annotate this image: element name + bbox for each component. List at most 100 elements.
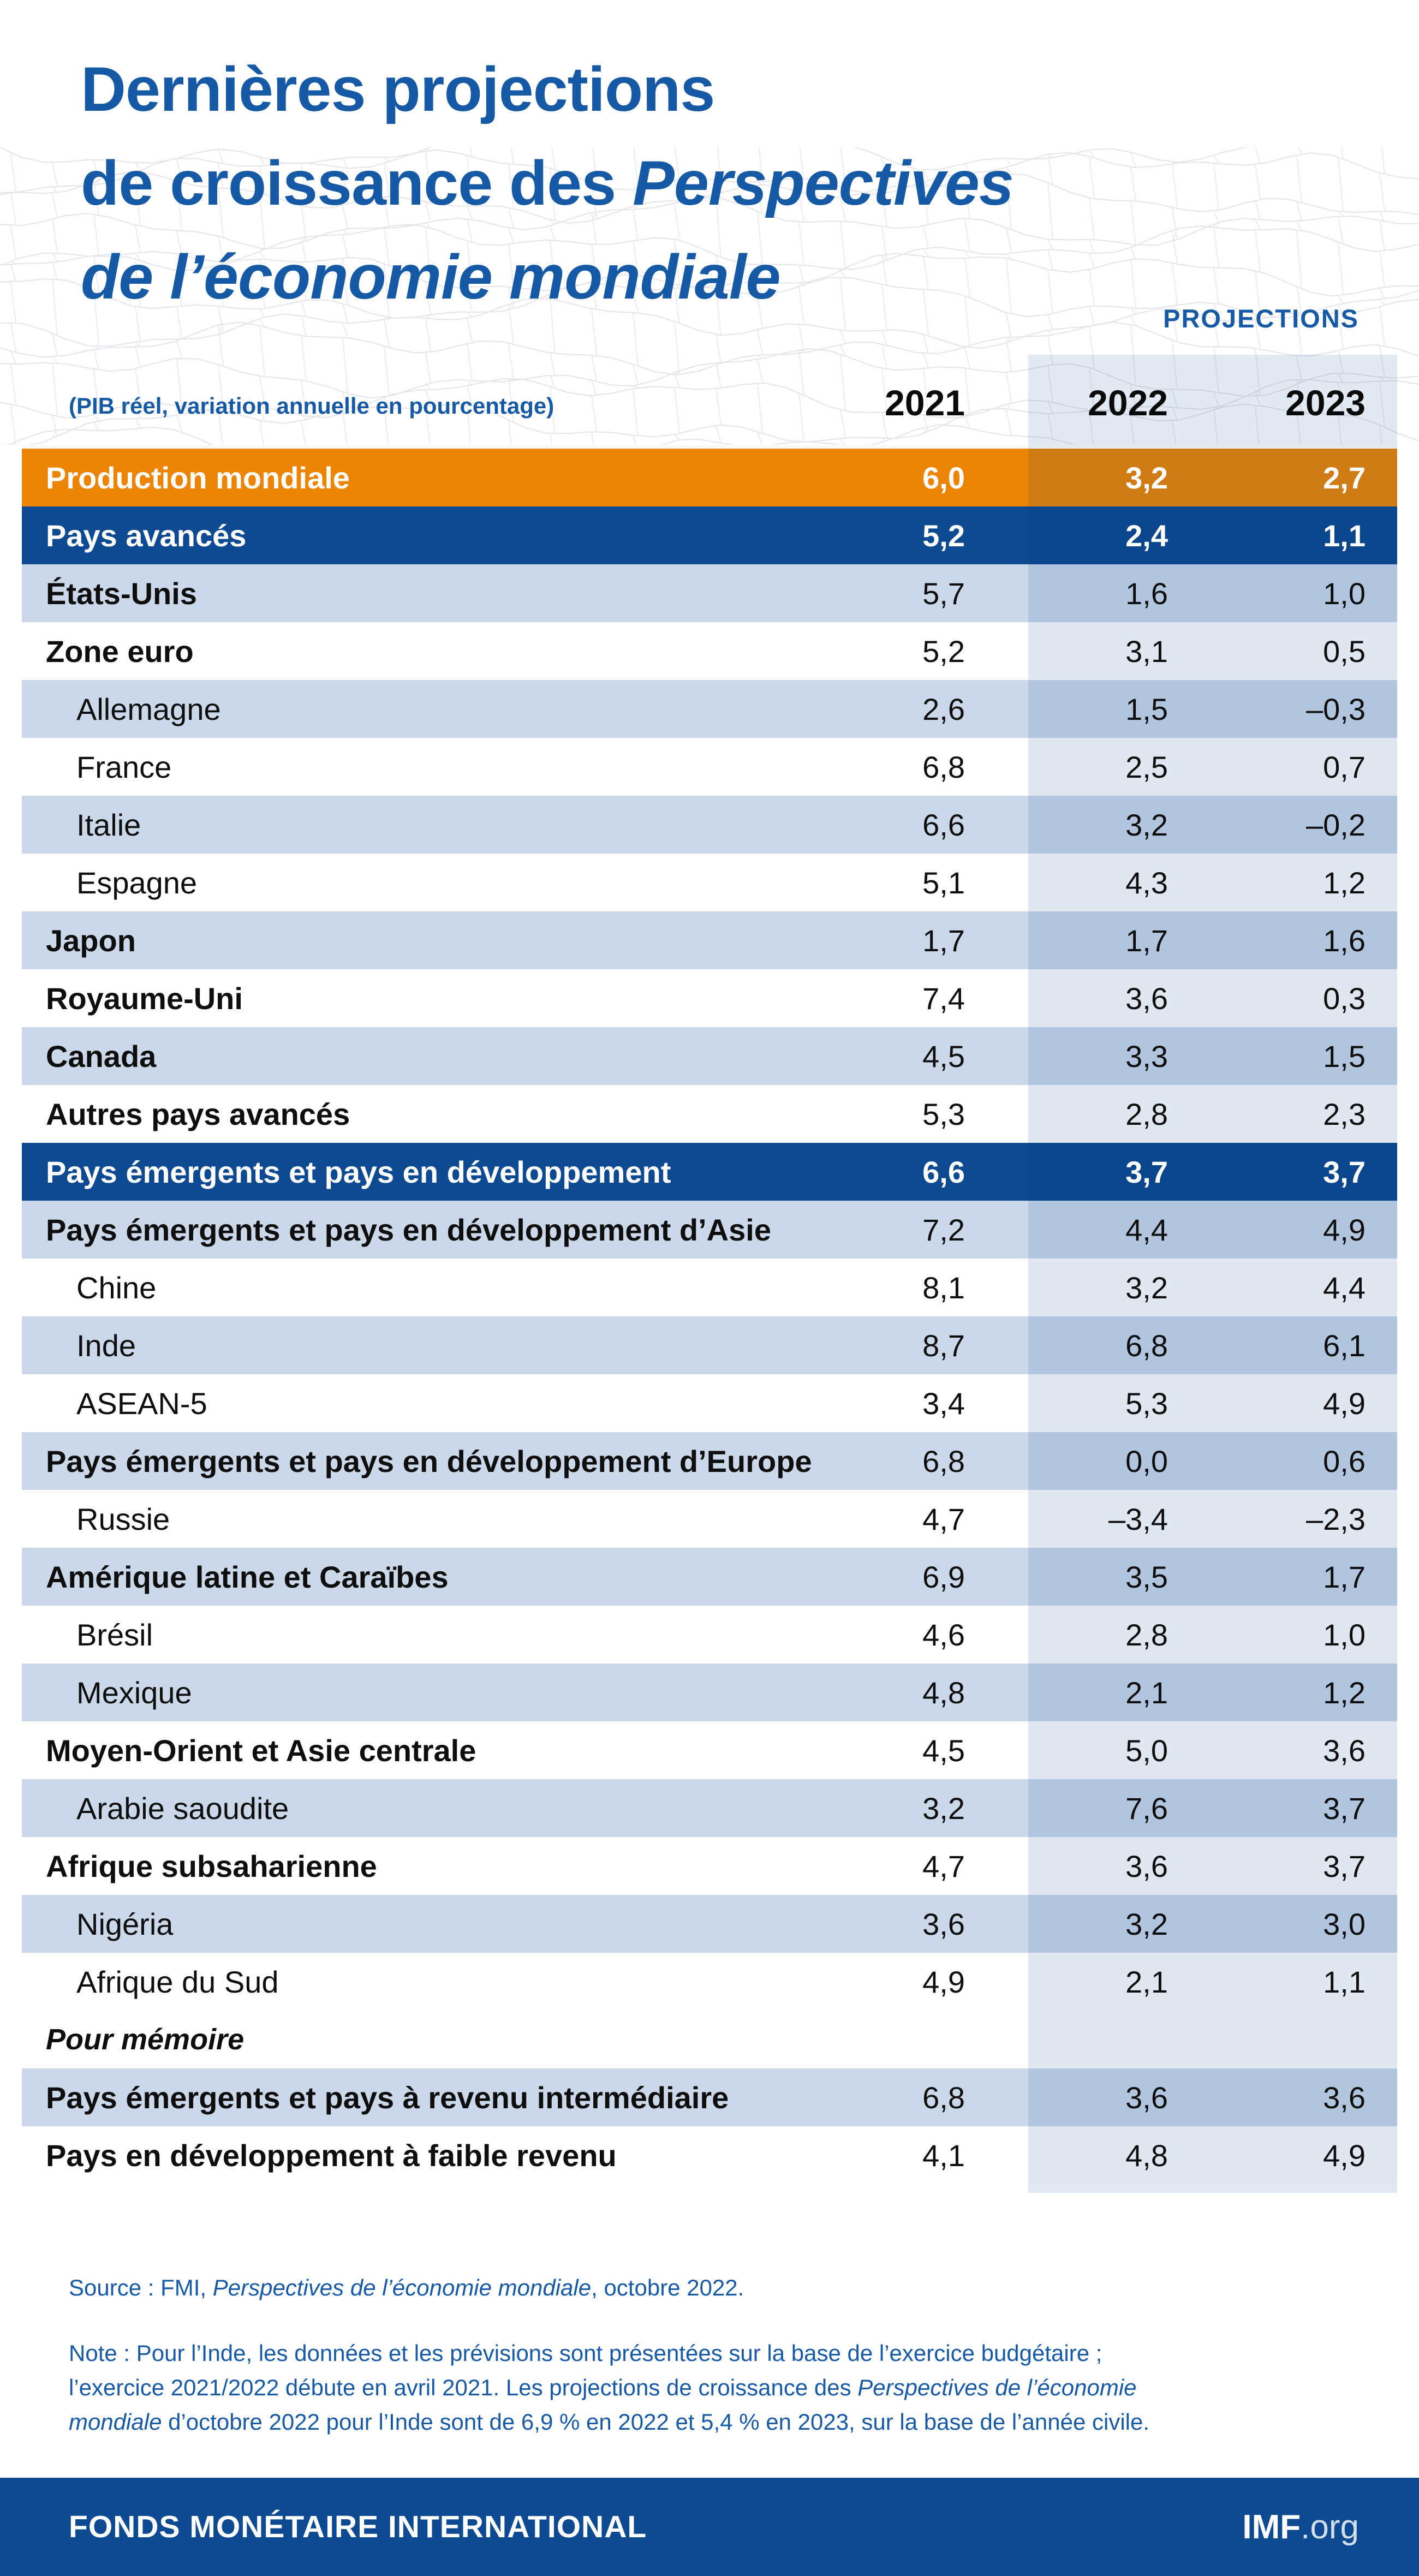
- row-value-2023: 0,3: [1168, 969, 1397, 1027]
- row-value-2021: 4,5: [922, 1733, 965, 1768]
- row-value-2023: –0,2: [1168, 796, 1397, 854]
- row-label: Moyen-Orient et Asie centrale: [46, 1733, 476, 1768]
- row-label: Production mondiale: [46, 460, 350, 495]
- table-row: Moyen-Orient et Asie centrale 4,5 5,0 3,…: [22, 1721, 1397, 1779]
- row-value-2022: 3,2: [1028, 796, 1168, 854]
- table-row: Inde 8,7 6,8 6,1: [22, 1316, 1397, 1374]
- row-value-2021: 8,7: [922, 1328, 965, 1363]
- row-value-2021: 6,6: [922, 807, 965, 842]
- growth-projections-table: Production mondiale 6,0 3,2 2,7 Pays ava…: [22, 449, 1397, 2184]
- table-row: Royaume-Uni 7,4 3,6 0,3: [22, 969, 1397, 1027]
- table-row: Pays émergents et pays en développement …: [22, 1432, 1397, 1490]
- table-row: Pays en développement à faible revenu 4,…: [22, 2126, 1397, 2184]
- table-row: Pour mémoire: [22, 2011, 1397, 2068]
- table-row: Zone euro 5,2 3,1 0,5: [22, 622, 1397, 680]
- row-value-2023: 1,1: [1168, 506, 1397, 564]
- page-title: Dernières projections de croissance des …: [81, 43, 1014, 324]
- row-value-2023: 0,5: [1168, 622, 1397, 680]
- row-value-2023: 0,6: [1168, 1432, 1397, 1490]
- row-value-2023: –0,3: [1168, 680, 1397, 738]
- table-row: Pays émergents et pays à revenu interméd…: [22, 2068, 1397, 2126]
- row-label: Pays émergents et pays en développement …: [46, 1212, 771, 1247]
- table-row: Afrique du Sud 4,9 2,1 1,1: [22, 1953, 1397, 2011]
- row-value-2022: 3,2: [1028, 449, 1168, 506]
- table-row: Mexique 4,8 2,1 1,2: [22, 1663, 1397, 1721]
- row-value-2021: 5,2: [922, 634, 965, 669]
- row-value-2023: 0,7: [1168, 738, 1397, 796]
- row-value-2021: 2,6: [922, 691, 965, 726]
- row-label: Afrique subsaharienne: [46, 1848, 377, 1883]
- row-label: Chine: [76, 1270, 157, 1305]
- source-text: Source : FMI, Perspectives de l’économie…: [69, 2275, 744, 2300]
- row-value-2022: 2,1: [1028, 1953, 1168, 2011]
- note-line-1: Note : Pour l’Inde, les données et les p…: [69, 2340, 1102, 2366]
- note-line-2: l’exercice 2021/2022 débute en avril 202…: [69, 2375, 1137, 2400]
- row-value-2023: 3,0: [1168, 1895, 1397, 1953]
- table-row: Chine 8,1 3,2 4,4: [22, 1259, 1397, 1316]
- row-value-2021: 7,4: [922, 981, 965, 1016]
- row-label: États-Unis: [46, 576, 197, 611]
- row-label: Pour mémoire: [46, 2023, 245, 2056]
- row-label: Pays avancés: [46, 518, 247, 553]
- row-value-2022: 3,5: [1028, 1548, 1168, 1606]
- row-value-2023: 3,6: [1168, 1721, 1397, 1779]
- row-value-2022: 3,3: [1028, 1027, 1168, 1085]
- row-value-2021: 5,7: [922, 576, 965, 611]
- row-value-2022: 4,8: [1028, 2126, 1168, 2184]
- table-row: Pays émergents et pays en développement …: [22, 1201, 1397, 1259]
- footer-bar: FONDS MONÉTAIRE INTERNATIONAL IMF.org: [0, 2478, 1419, 2576]
- org-name: FONDS MONÉTAIRE INTERNATIONAL: [69, 2509, 647, 2544]
- row-value-2022: 5,0: [1028, 1721, 1168, 1779]
- row-value-2021: 3,4: [922, 1386, 965, 1421]
- table-row: France 6,8 2,5 0,7: [22, 738, 1397, 796]
- row-value-2023: 1,6: [1168, 911, 1397, 969]
- row-value-2021: 4,9: [922, 1964, 965, 1999]
- row-value-2022: 1,7: [1028, 911, 1168, 969]
- row-label: Mexique: [76, 1675, 192, 1710]
- row-value-2021: 5,3: [922, 1096, 965, 1131]
- table-row: Amérique latine et Caraïbes 6,9 3,5 1,7: [22, 1548, 1397, 1606]
- row-label: Pays émergents et pays à revenu interméd…: [46, 2080, 729, 2115]
- table-row: Italie 6,6 3,2 –0,2: [22, 796, 1397, 854]
- table-row: Russie 4,7 –3,4 –2,3: [22, 1490, 1397, 1548]
- row-value-2023: 3,7: [1168, 1837, 1397, 1895]
- row-label: Autres pays avancés: [46, 1096, 350, 1131]
- row-value-2023: 3,6: [1168, 2068, 1397, 2126]
- row-label: Allemagne: [76, 691, 221, 726]
- row-value-2023: 1,1: [1168, 1953, 1397, 2011]
- row-value-2022: 3,2: [1028, 1895, 1168, 1953]
- table-header: (PIB réel, variation annuelle en pourcen…: [22, 373, 1397, 424]
- row-label: Royaume-Uni: [46, 981, 243, 1016]
- imf-org-link[interactable]: IMF.org: [1242, 2508, 1359, 2547]
- row-label: Russie: [76, 1501, 170, 1536]
- table-row: ASEAN-5 3,4 5,3 4,9: [22, 1374, 1397, 1432]
- row-value-2021: 4,7: [922, 1501, 965, 1536]
- row-label: Inde: [76, 1328, 136, 1363]
- row-label: Espagne: [76, 865, 198, 900]
- year-header-2021: 2021: [885, 383, 965, 423]
- row-value-2022: 3,6: [1028, 1837, 1168, 1895]
- row-label: Pays émergents et pays en développement: [46, 1154, 671, 1189]
- row-value-2021: 8,1: [922, 1270, 965, 1305]
- row-label: Amérique latine et Caraïbes: [46, 1559, 449, 1594]
- table-row: Afrique subsaharienne 4,7 3,6 3,7: [22, 1837, 1397, 1895]
- table-row: États-Unis 5,7 1,6 1,0: [22, 564, 1397, 622]
- table-row: Production mondiale 6,0 3,2 2,7: [22, 449, 1397, 506]
- table-row: Espagne 5,1 4,3 1,2: [22, 854, 1397, 911]
- row-label: Afrique du Sud: [76, 1964, 279, 1999]
- imf-org-suffix: .org: [1301, 2508, 1359, 2546]
- row-value-2021: 6,8: [922, 2080, 965, 2115]
- row-value-2023: 4,9: [1168, 1374, 1397, 1432]
- row-value-2022: 2,1: [1028, 1663, 1168, 1721]
- row-value-2022: 2,8: [1028, 1606, 1168, 1663]
- table-row: Brésil 4,6 2,8 1,0: [22, 1606, 1397, 1663]
- row-value-2021: 5,2: [922, 518, 965, 553]
- note-text: Note : Pour l’Inde, les données et les p…: [69, 2336, 1149, 2439]
- row-value-2022: 3,6: [1028, 2068, 1168, 2126]
- row-value-2022: [1028, 2011, 1168, 2068]
- table-subtitle: (PIB réel, variation annuelle en pourcen…: [69, 393, 555, 419]
- table-row: Canada 4,5 3,3 1,5: [22, 1027, 1397, 1085]
- row-value-2023: 2,7: [1168, 449, 1397, 506]
- row-value-2021: 4,1: [922, 2138, 965, 2173]
